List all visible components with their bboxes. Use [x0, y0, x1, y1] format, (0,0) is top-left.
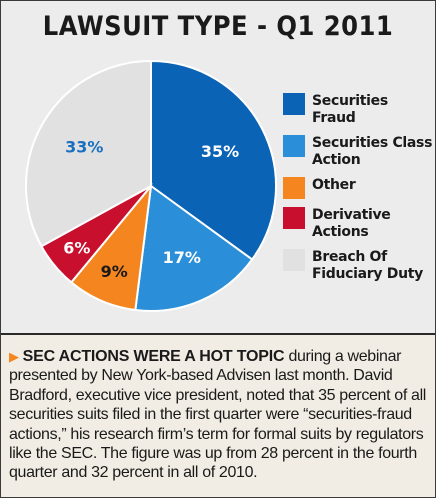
legend-label: Securities Class Action	[312, 135, 433, 168]
legend-swatch	[283, 93, 305, 115]
legend-swatch	[283, 207, 305, 229]
slice-securities-fraud-label: 35%	[201, 142, 239, 161]
caption-body: during a webinar presented by New York-b…	[9, 348, 426, 482]
pie-chart: 35% 17% 9% 6% 33%	[25, 59, 277, 312]
legend-item: Breach Of Fiduciary Duty	[283, 249, 433, 283]
legend-swatch	[283, 249, 305, 271]
arrow-right-icon: ▶	[9, 349, 19, 364]
chart-legend: Securities Fraud Securities Class Action O…	[283, 93, 433, 291]
slice-derivative-actions-label: 6%	[63, 238, 90, 257]
legend-item: Other	[283, 177, 433, 199]
legend-swatch	[283, 177, 305, 199]
caption-lead: SEC ACTIONS WERE A HOT TOPIC	[22, 348, 285, 365]
chart-title: LAWSUIT TYPE - Q1 2011	[42, 11, 394, 42]
legend-item: Securities Fraud	[283, 93, 433, 127]
slice-other-label: 9%	[101, 262, 128, 281]
chart-panel: LAWSUIT TYPE - Q1 2011 35% 17% 9% 6% 33% Sec…	[1, 1, 435, 333]
slice-securities-fraud	[150, 59, 277, 261]
slice-breach-of-fiduciary-duty	[25, 59, 152, 248]
legend-item: Securities Class Action	[283, 135, 433, 169]
slice-securities-class-action-label: 17%	[163, 248, 201, 267]
slice-breach-of-fiduciary-duty-label: 33%	[65, 138, 103, 157]
legend-label: Securities Fraud	[312, 93, 388, 126]
caption-box: ▶ SEC ACTIONS WERE A HOT TOPIC during a w…	[1, 333, 435, 497]
slice-securities-class-action	[134, 184, 254, 312]
legend-label: Other	[312, 177, 356, 193]
legend-label: Breach Of Fiduciary Duty	[312, 249, 424, 282]
legend-swatch	[283, 135, 305, 157]
legend-label: Derivative Actions	[312, 207, 391, 240]
legend-item: Derivative Actions	[283, 207, 433, 241]
